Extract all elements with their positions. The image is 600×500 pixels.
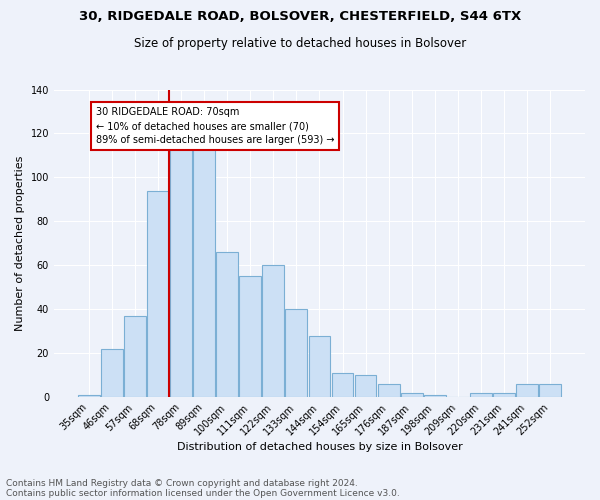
Bar (239, 276, 261, 397)
Bar (217, 252, 238, 397)
Bar (170, 138, 192, 397)
Text: Contains HM Land Registry data © Crown copyright and database right 2024.: Contains HM Land Registry data © Crown c… (6, 478, 358, 488)
Bar (539, 384, 561, 397)
Bar (78, 395, 100, 397)
Bar (424, 395, 446, 397)
Bar (516, 384, 538, 397)
Bar (493, 392, 515, 397)
Bar (401, 392, 422, 397)
Bar (262, 266, 284, 397)
Bar (124, 316, 146, 397)
Text: 30 RIDGEDALE ROAD: 70sqm
← 10% of detached houses are smaller (70)
89% of semi-d: 30 RIDGEDALE ROAD: 70sqm ← 10% of detach… (96, 107, 334, 145)
Bar (101, 348, 123, 397)
Bar (308, 336, 331, 397)
Text: 30, RIDGEDALE ROAD, BOLSOVER, CHESTERFIELD, S44 6TX: 30, RIDGEDALE ROAD, BOLSOVER, CHESTERFIE… (79, 10, 521, 23)
Bar (286, 309, 307, 397)
Text: Size of property relative to detached houses in Bolsover: Size of property relative to detached ho… (134, 38, 466, 51)
X-axis label: Distribution of detached houses by size in Bolsover: Distribution of detached houses by size … (176, 442, 463, 452)
Text: Contains public sector information licensed under the Open Government Licence v3: Contains public sector information licen… (6, 488, 400, 498)
Y-axis label: Number of detached properties: Number of detached properties (15, 156, 25, 331)
Bar (332, 373, 353, 397)
Bar (355, 375, 376, 397)
Bar (377, 384, 400, 397)
Bar (193, 149, 215, 397)
Bar (470, 392, 492, 397)
Bar (147, 190, 169, 397)
